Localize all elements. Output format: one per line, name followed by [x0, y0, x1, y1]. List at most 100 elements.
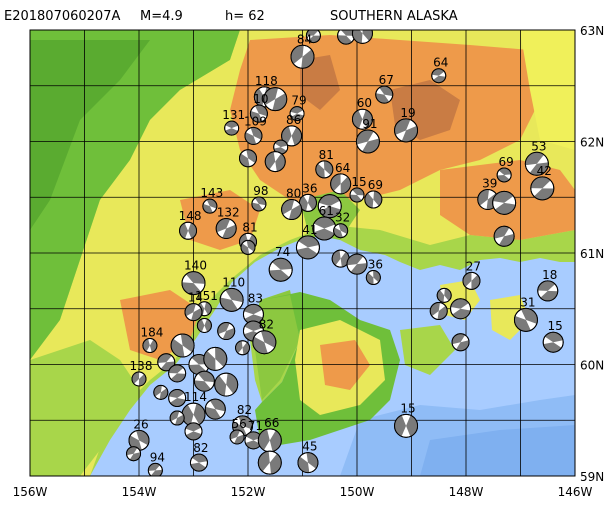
event-depth-label: 31 — [520, 295, 535, 309]
focal-mechanism: 69 — [496, 155, 514, 183]
focal-mechanism: 36 — [298, 181, 318, 212]
event-depth-label: 82 — [259, 318, 274, 332]
event-depth-label: 53 — [531, 139, 546, 153]
focal-mechanism: 67 — [375, 73, 394, 104]
focal-mechanism — [235, 340, 251, 356]
event-depth-label: 15 — [548, 319, 563, 333]
focal-mechanism: 10 — [249, 92, 269, 123]
terrain-kenai — [320, 340, 370, 390]
map-frame — [29, 29, 576, 477]
lat-tick-label: 59N — [580, 470, 604, 484]
lat-tick-label: 63N — [580, 24, 604, 38]
event-depth-label: 83 — [248, 291, 263, 305]
event-depth-label: 114 — [184, 390, 207, 404]
event-depth-label: 138 — [130, 359, 153, 373]
focal-mechanism: 140 — [181, 259, 207, 296]
event-depth-label: 84 — [297, 32, 312, 46]
event-depth-label: 42 — [537, 164, 552, 178]
focal-mechanism: 131 — [222, 108, 245, 136]
event-depth-label: 18 — [542, 268, 557, 282]
focal-mechanism: 82 — [252, 318, 277, 355]
lon-tick-label: 152W — [231, 485, 266, 499]
focal-mechanism — [346, 253, 368, 275]
focal-mechanism: 45 — [297, 440, 319, 474]
event-depth-label: 109 — [244, 114, 267, 128]
event-depth-label: 82 — [237, 403, 252, 417]
event-depth-label: 131 — [222, 108, 245, 122]
axis-labels: 156W 154W 152W 150W 148W 146W 63N 62N 61N 60N 59N — [13, 24, 605, 499]
event-depth-label: 26 — [133, 417, 148, 431]
event-depth-label: 86 — [286, 113, 301, 127]
focal-mechanism: 148 — [179, 209, 202, 240]
focal-mechanism — [331, 249, 350, 268]
event-depth-label: 56 — [231, 417, 246, 431]
focal-mechanism — [169, 410, 185, 426]
event-depth-label: 36 — [368, 258, 383, 272]
focal-mechanism: 15 — [394, 401, 419, 438]
event-depth-label: 10 — [253, 92, 268, 106]
focal-mechanism — [170, 333, 195, 358]
focal-mechanism — [203, 346, 228, 371]
focal-mechanism — [168, 388, 187, 407]
focal-mechanism: 71 — [244, 419, 263, 450]
event-depth-label: 118 — [255, 74, 278, 88]
focal-mechanism — [239, 149, 257, 168]
event-depth-label: 151 — [195, 289, 218, 303]
focal-mechanism: 14 — [184, 291, 203, 322]
event-depth-label: 45 — [302, 440, 317, 454]
event-depth-label: 71 — [248, 419, 263, 433]
focal-mechanism: 64 — [431, 56, 448, 84]
event-depth-label: 94 — [150, 450, 165, 464]
terrain-islands — [400, 325, 455, 375]
lat-tick-label: 62N — [580, 136, 604, 150]
focal-mechanism: 36 — [365, 258, 383, 286]
focal-mechanism — [217, 322, 236, 341]
event-depth-label: 79 — [291, 94, 306, 108]
event-depth-label: 140 — [184, 259, 207, 273]
focal-mechanism: 91 — [355, 117, 380, 154]
focal-mechanism — [204, 398, 226, 420]
focal-mechanism — [168, 364, 187, 383]
focal-mechanism — [153, 384, 169, 400]
lon-tick-label: 150W — [340, 485, 375, 499]
focal-mechanism: 110 — [219, 275, 245, 312]
focal-mechanism: 64 — [330, 161, 352, 195]
focal-mechanism: 56 — [229, 417, 247, 445]
focal-mechanism: 100 — [337, 30, 356, 45]
event-depth-label: 98 — [253, 184, 268, 198]
event-depth-label: 64 — [433, 56, 448, 70]
focal-mechanism: 143 — [200, 186, 223, 214]
focal-mechanism: 79 — [289, 94, 307, 122]
event-depth-label: 64 — [335, 161, 350, 175]
focal-mechanism: 81 — [315, 148, 334, 179]
focal-mechanism: 19 — [394, 106, 419, 143]
focal-mechanism: 114 — [181, 390, 207, 427]
focal-mechanism: 84 — [290, 32, 315, 69]
ocean-deep — [420, 425, 575, 476]
focal-mechanism — [240, 239, 256, 255]
focal-mechanism: 15 — [542, 319, 564, 353]
focal-mechanism — [436, 287, 452, 303]
focal-mechanism: 61 — [312, 204, 337, 241]
terrain-peak — [300, 55, 340, 110]
focal-mechanism — [126, 446, 142, 462]
focal-mechanism — [214, 372, 239, 397]
focal-mechanism — [196, 317, 212, 333]
focal-mechanism — [263, 87, 288, 112]
terrain-alaska-peninsula — [30, 340, 140, 476]
focal-mechanism: 53 — [524, 139, 549, 176]
focal-mechanism: 18 — [537, 268, 559, 302]
event-depth-label: 148 — [179, 209, 202, 223]
focal-mechanism: 82 — [189, 441, 209, 472]
event-depth-label: 27 — [466, 259, 481, 273]
focal-mechanism — [257, 450, 282, 475]
focal-mechanism: 94 — [147, 450, 165, 476]
focal-mechanism: 31 — [513, 295, 538, 332]
focal-mechanism — [317, 194, 342, 219]
focal-mechanism: 109 — [244, 114, 267, 145]
lat-tick-label: 61N — [580, 247, 604, 261]
terrain-mid — [520, 30, 575, 150]
